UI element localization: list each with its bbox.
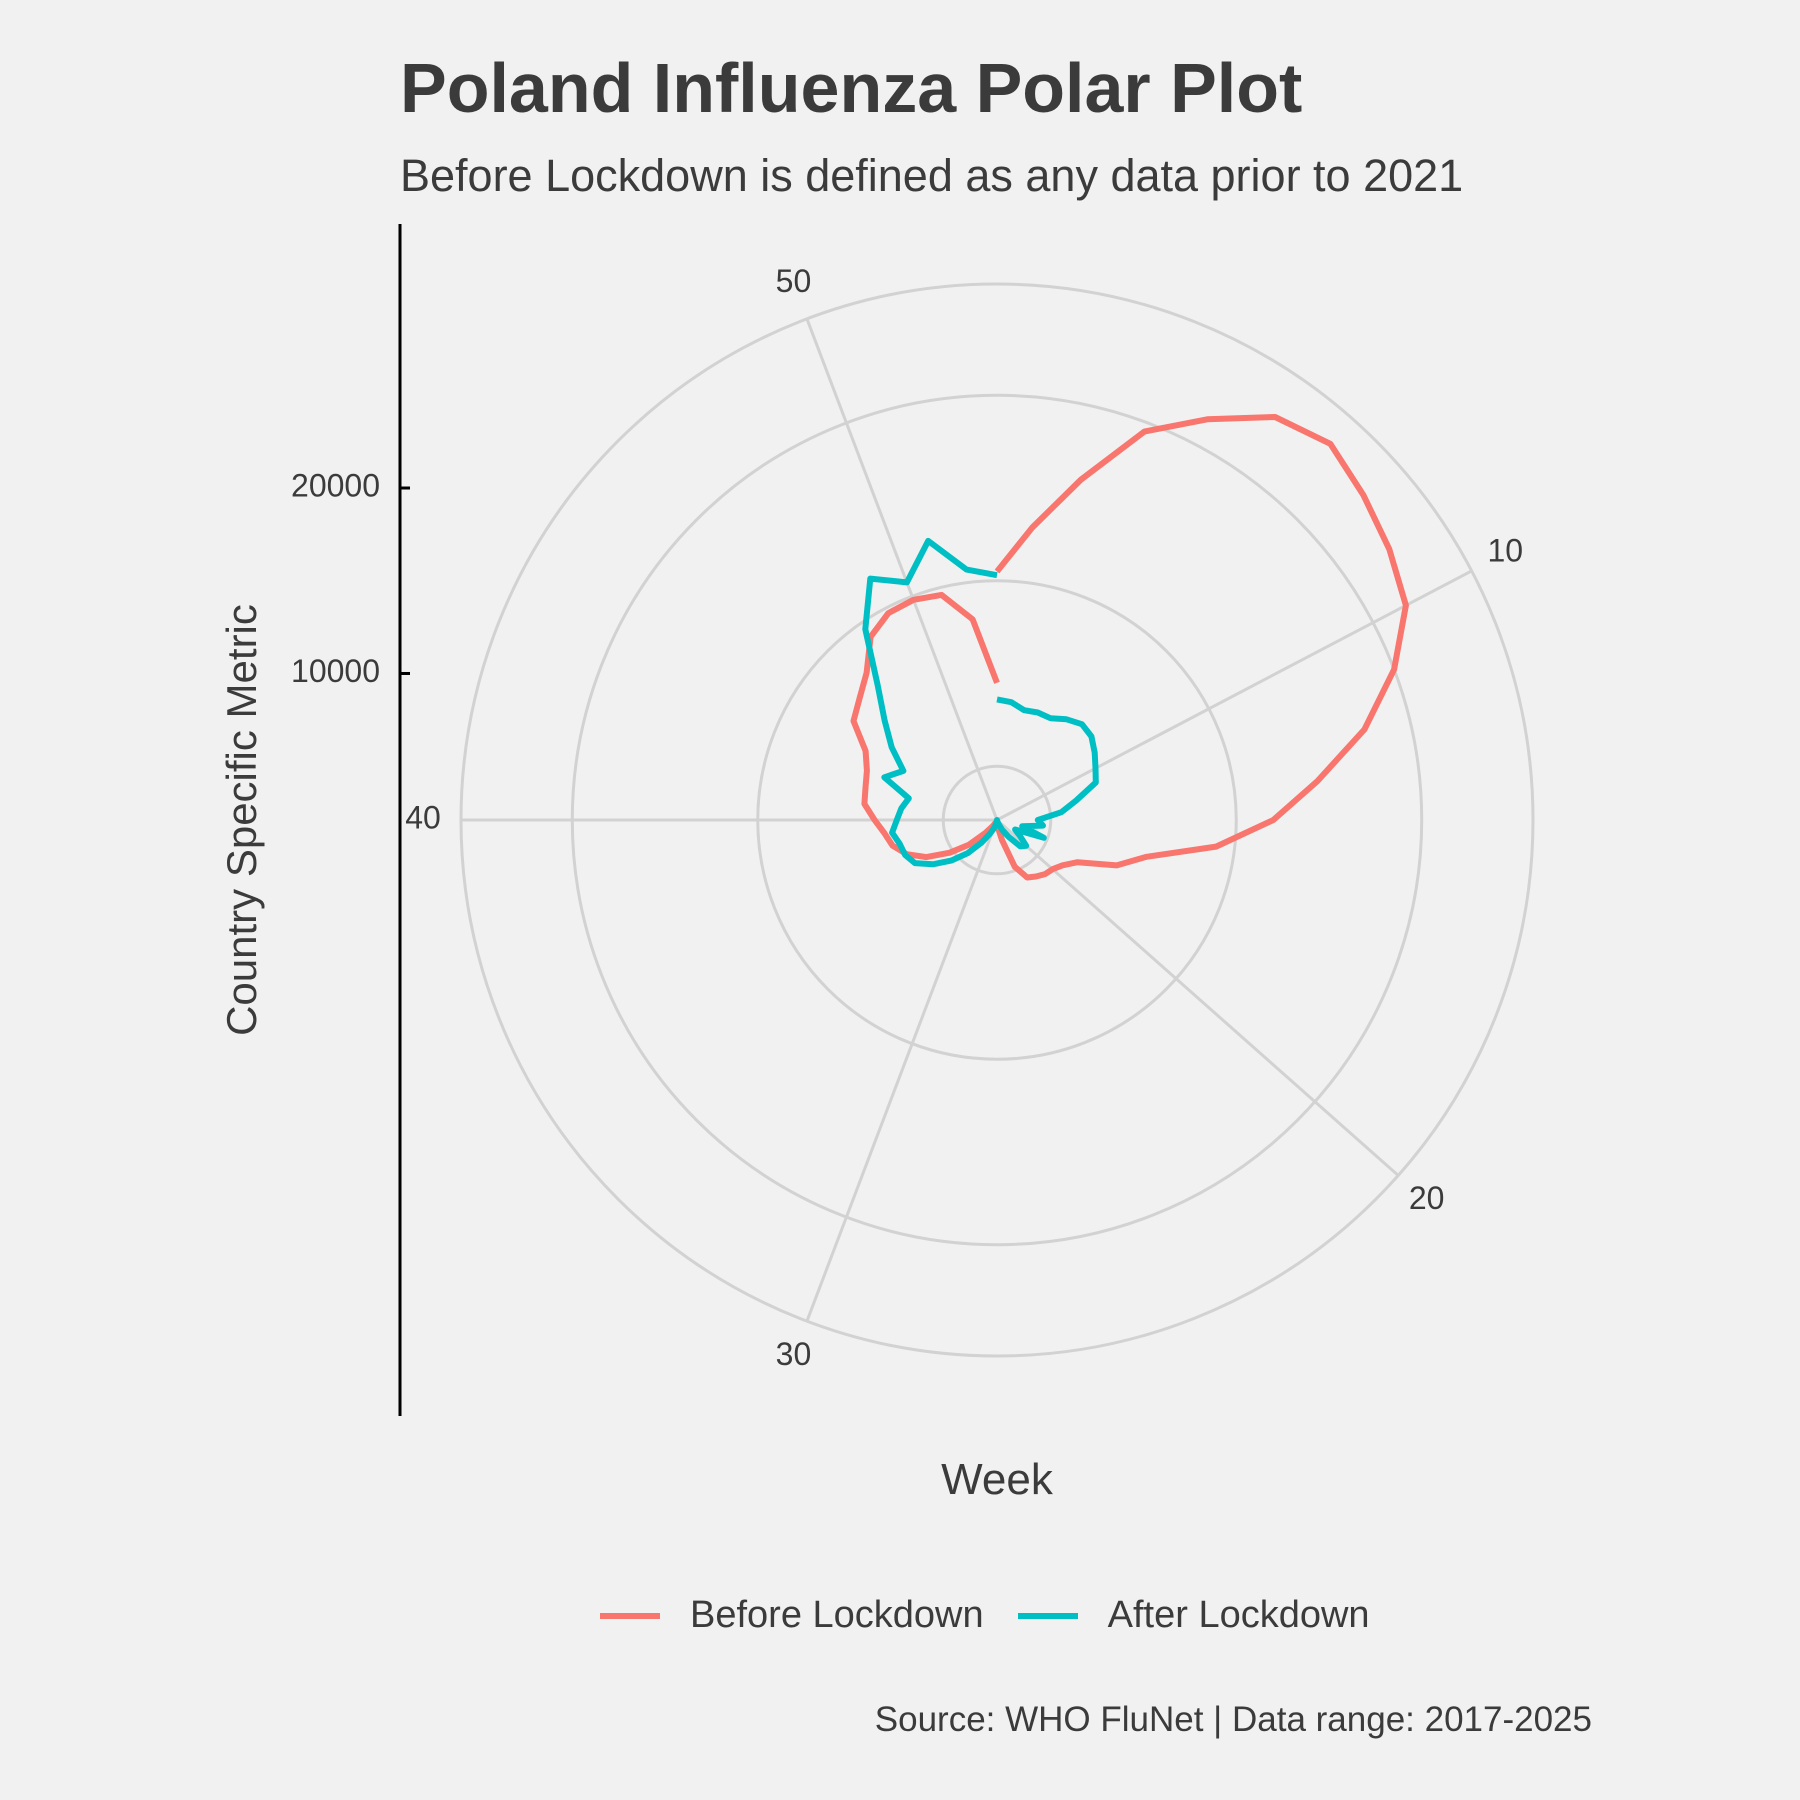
- x-axis-label: Week: [941, 1455, 1053, 1504]
- y-tick-label: 20000: [291, 467, 380, 503]
- series-line-after-lockdown: [862, 537, 1099, 868]
- theta-tick-label: 30: [776, 1336, 812, 1372]
- legend-key-before: [600, 1612, 660, 1619]
- legend-item-before: Before Lockdown: [600, 1594, 984, 1637]
- legend: Before Lockdown After Lockdown: [600, 1594, 1404, 1637]
- y-axis: 10000 20000: [291, 224, 410, 1416]
- grid: 10 20 30 40 50: [405, 263, 1535, 1372]
- grid-spoke: [996, 569, 1473, 822]
- chart-caption: Source: WHO FluNet | Data range: 2017-20…: [874, 1700, 1592, 1739]
- theta-tick-label: 50: [776, 263, 812, 299]
- legend-key-after: [1017, 1612, 1078, 1619]
- grid-spoke: [805, 318, 999, 821]
- grid-spoke: [805, 819, 999, 1322]
- theta-tick-label: 20: [1409, 1180, 1445, 1216]
- theta-tick-label: 10: [1487, 533, 1523, 569]
- series-layer: [850, 414, 1409, 881]
- y-tick-label: 10000: [291, 653, 380, 689]
- legend-label-before: Before Lockdown: [690, 1594, 984, 1636]
- chart-subtitle: Before Lockdown is defined as any data p…: [400, 150, 1464, 201]
- theta-tick-label: 40: [405, 799, 441, 835]
- grid-spoke: [996, 818, 1400, 1177]
- chart-title: Poland Influenza Polar Plot: [400, 49, 1303, 127]
- legend-item-after: After Lockdown: [1017, 1594, 1370, 1637]
- legend-label-after: After Lockdown: [1107, 1594, 1370, 1636]
- y-axis-label: Country Specific Metric: [218, 604, 265, 1036]
